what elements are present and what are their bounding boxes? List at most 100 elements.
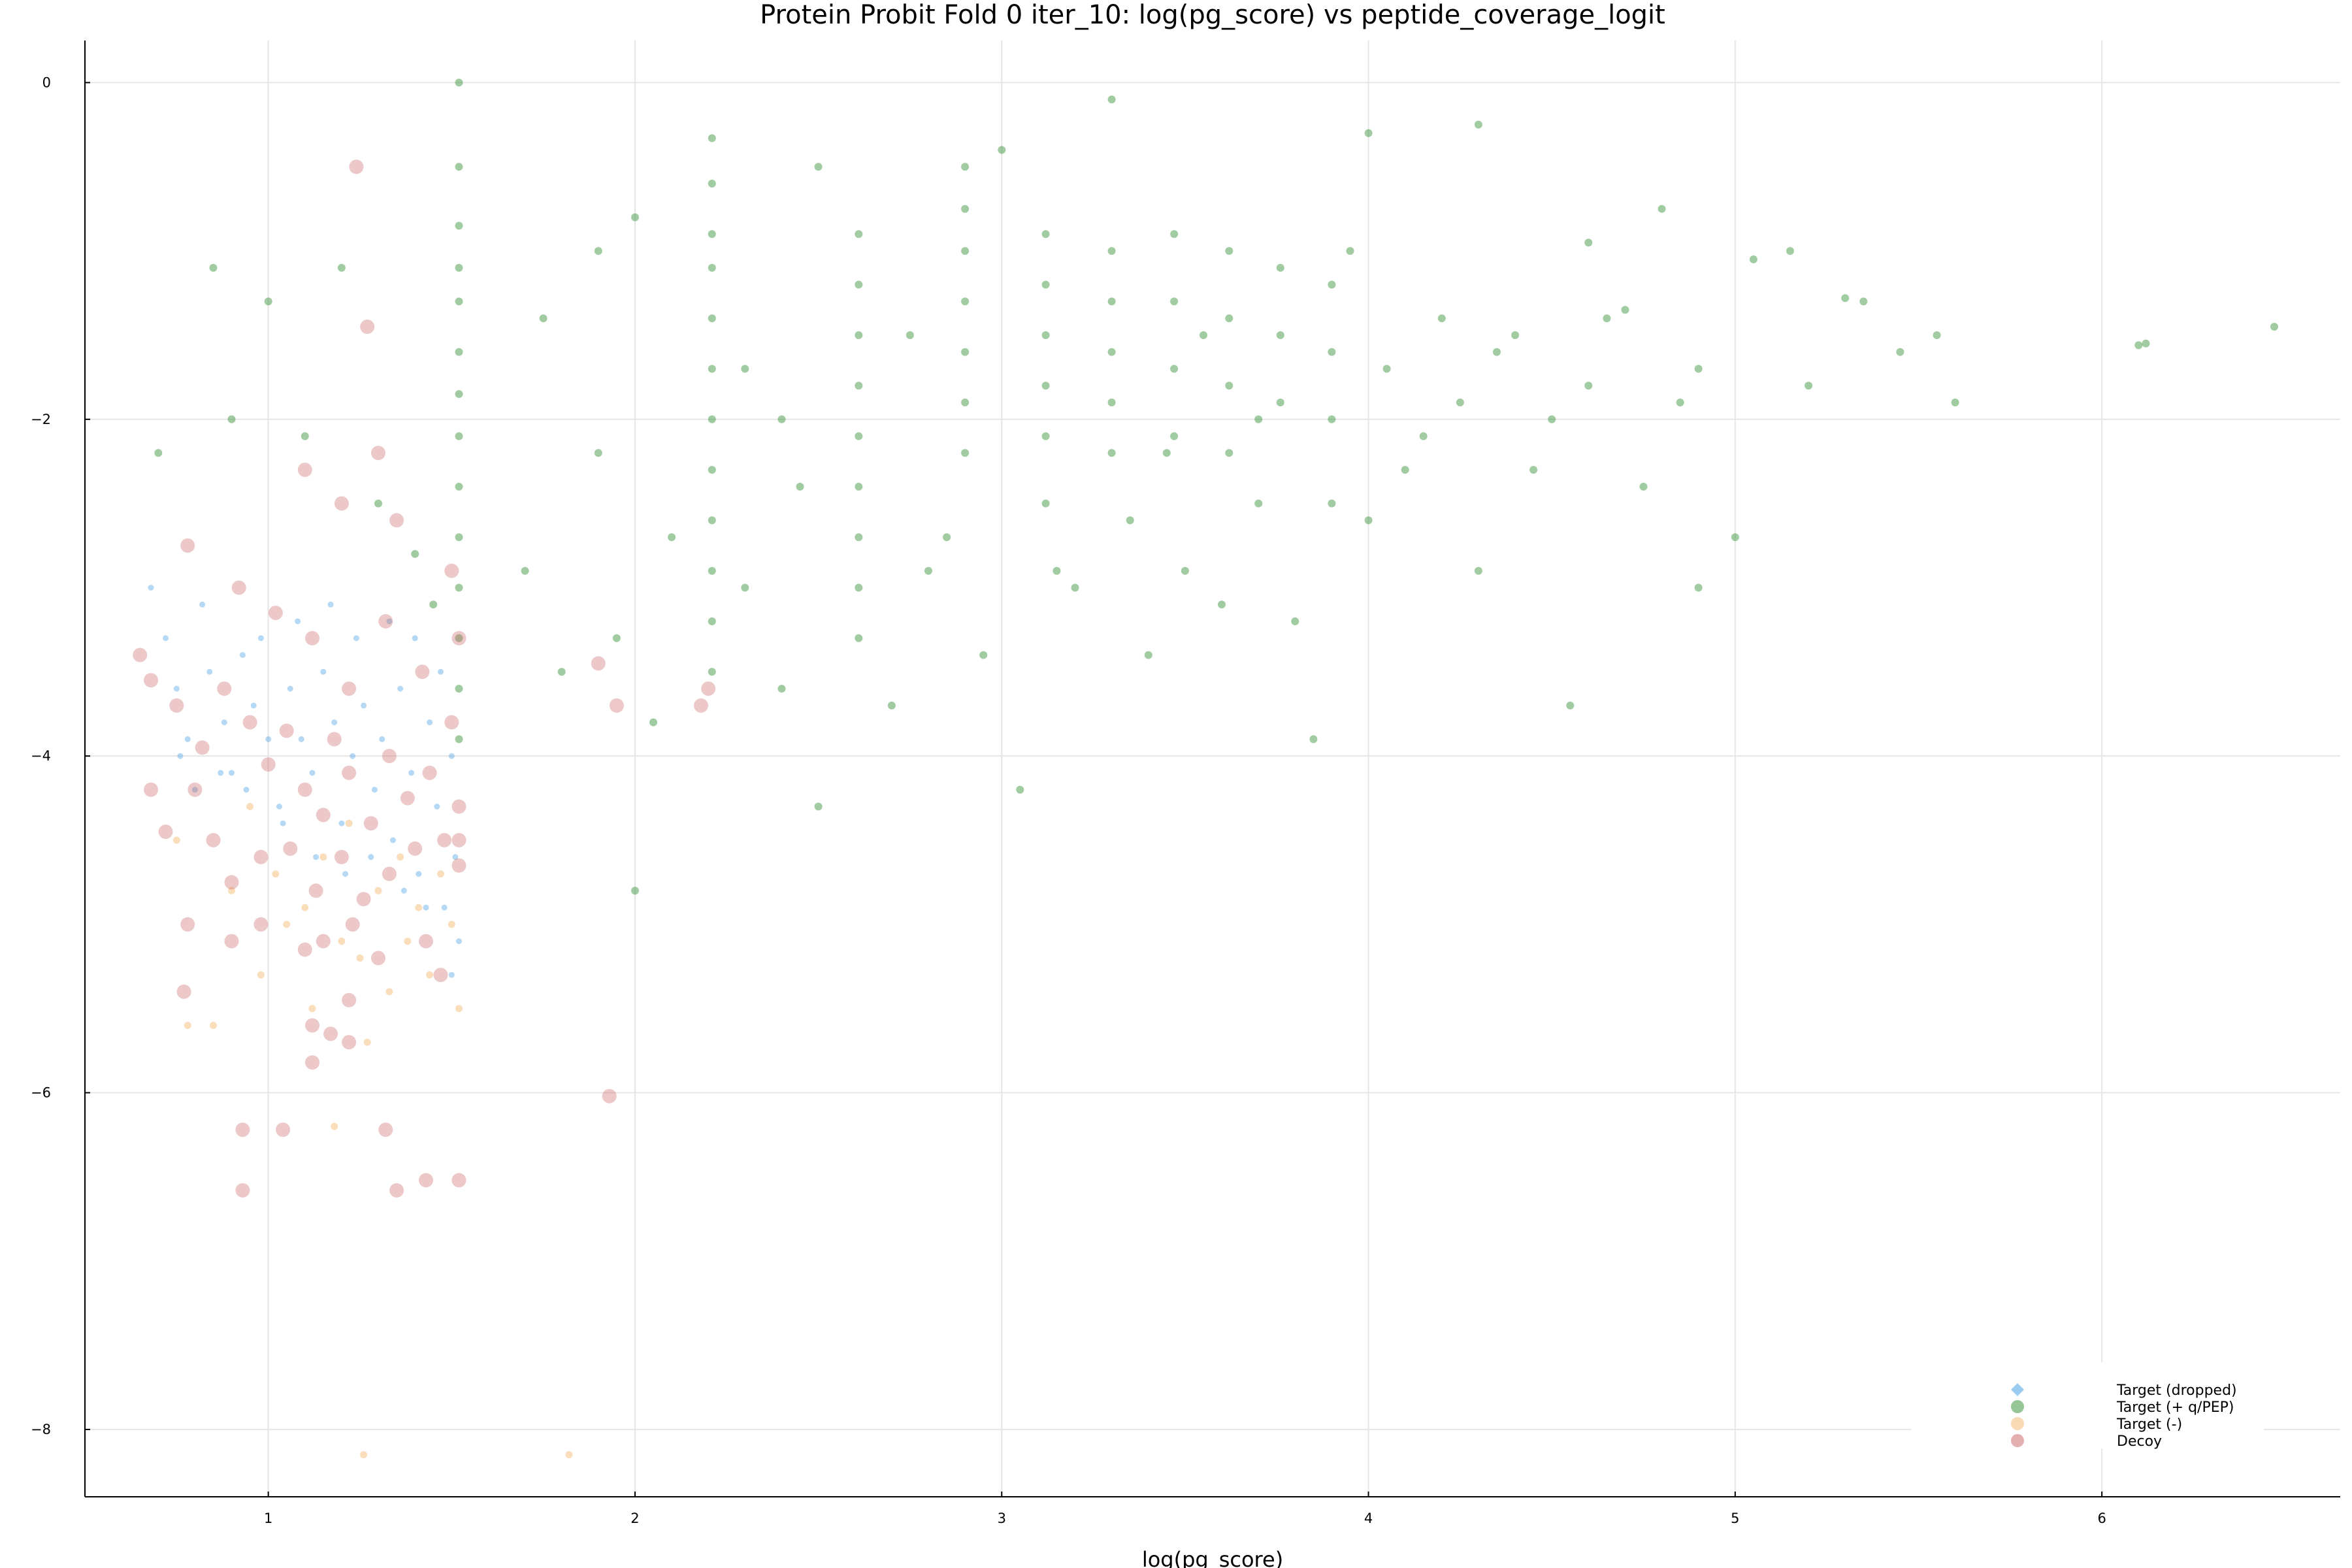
x-tick-label: 6	[2097, 1511, 2106, 1526]
data-point	[1328, 280, 1336, 289]
data-point	[452, 854, 459, 860]
data-point	[1456, 399, 1464, 406]
data-point	[961, 297, 970, 306]
data-point	[169, 698, 184, 713]
data-point	[1328, 499, 1336, 508]
data-point	[1584, 382, 1593, 390]
data-point	[451, 833, 466, 847]
data-point	[154, 449, 163, 457]
axes	[84, 41, 2340, 1497]
data-point	[433, 968, 448, 983]
data-point	[188, 782, 203, 797]
data-point	[1328, 415, 1336, 423]
data-point	[199, 601, 206, 608]
data-point	[279, 723, 294, 738]
data-point	[1016, 785, 1024, 794]
data-point	[1170, 297, 1179, 306]
data-point	[176, 984, 191, 999]
data-point	[356, 954, 364, 962]
x-axis-label: log(pg_score)	[1142, 1547, 1283, 1568]
data-point	[385, 988, 393, 996]
data-point	[741, 583, 749, 592]
data-point	[242, 715, 257, 730]
data-point	[708, 617, 716, 625]
data-point	[397, 685, 404, 692]
data-point	[855, 280, 863, 289]
data-point	[408, 841, 423, 856]
data-points	[133, 78, 2278, 1459]
data-point	[305, 630, 319, 645]
x-tick-label: 5	[1731, 1511, 1739, 1526]
data-point	[297, 782, 312, 797]
data-point	[342, 992, 357, 1007]
data-point	[342, 765, 357, 780]
data-point	[228, 887, 235, 894]
data-point	[855, 382, 863, 390]
data-point	[264, 297, 272, 306]
data-point	[368, 854, 374, 860]
data-point	[814, 163, 823, 171]
data-point	[961, 204, 970, 213]
data-point	[887, 701, 896, 710]
data-point	[961, 399, 970, 406]
data-point	[521, 566, 529, 575]
data-point	[434, 804, 440, 809]
x-tick-label: 2	[630, 1511, 639, 1526]
data-point	[283, 921, 291, 928]
data-point	[1603, 314, 1611, 323]
data-point	[206, 668, 213, 675]
data-point	[412, 635, 418, 642]
data-point	[438, 668, 444, 675]
data-point	[1401, 466, 1409, 474]
data-point	[451, 858, 466, 873]
data-point	[1276, 263, 1284, 272]
data-point	[1107, 449, 1116, 457]
data-point	[297, 463, 312, 478]
y-tick-label: −6	[31, 1085, 51, 1101]
data-point	[1896, 348, 1904, 356]
data-point	[327, 732, 342, 747]
data-point	[1276, 331, 1284, 339]
data-point	[422, 765, 437, 780]
data-point	[1529, 466, 1538, 474]
data-point	[397, 853, 404, 861]
data-point	[250, 702, 257, 709]
data-point	[1694, 365, 1703, 373]
data-point	[1291, 617, 1299, 625]
data-point	[2142, 339, 2150, 348]
data-point	[594, 247, 602, 255]
data-point	[694, 698, 708, 713]
data-point	[173, 685, 180, 692]
data-point	[239, 652, 246, 659]
data-point	[363, 1038, 371, 1046]
data-point	[379, 736, 385, 742]
data-point	[416, 871, 422, 877]
data-point	[444, 715, 459, 730]
data-point	[301, 904, 309, 911]
legend-marker	[2011, 1417, 2024, 1430]
data-point	[961, 449, 970, 457]
data-point	[404, 938, 412, 945]
data-point	[451, 799, 466, 814]
data-point	[272, 870, 280, 878]
data-point	[1474, 566, 1482, 575]
data-point	[229, 770, 235, 776]
data-point	[455, 263, 463, 272]
data-point	[448, 921, 455, 928]
data-point	[855, 634, 863, 642]
data-point	[360, 1451, 368, 1459]
legend: Target (dropped)Target (+ q/PEP)Target (…	[1911, 1362, 2264, 1450]
data-point	[184, 736, 191, 742]
data-point	[1107, 297, 1116, 306]
data-point	[427, 719, 433, 726]
data-point	[415, 904, 423, 911]
data-point	[1382, 365, 1391, 373]
data-point	[557, 668, 566, 676]
data-point	[297, 942, 312, 957]
data-point	[378, 1122, 393, 1137]
data-point	[320, 668, 327, 675]
data-point	[1841, 294, 1850, 302]
data-point	[1200, 331, 1207, 339]
data-point	[338, 820, 345, 826]
data-point	[386, 618, 393, 625]
